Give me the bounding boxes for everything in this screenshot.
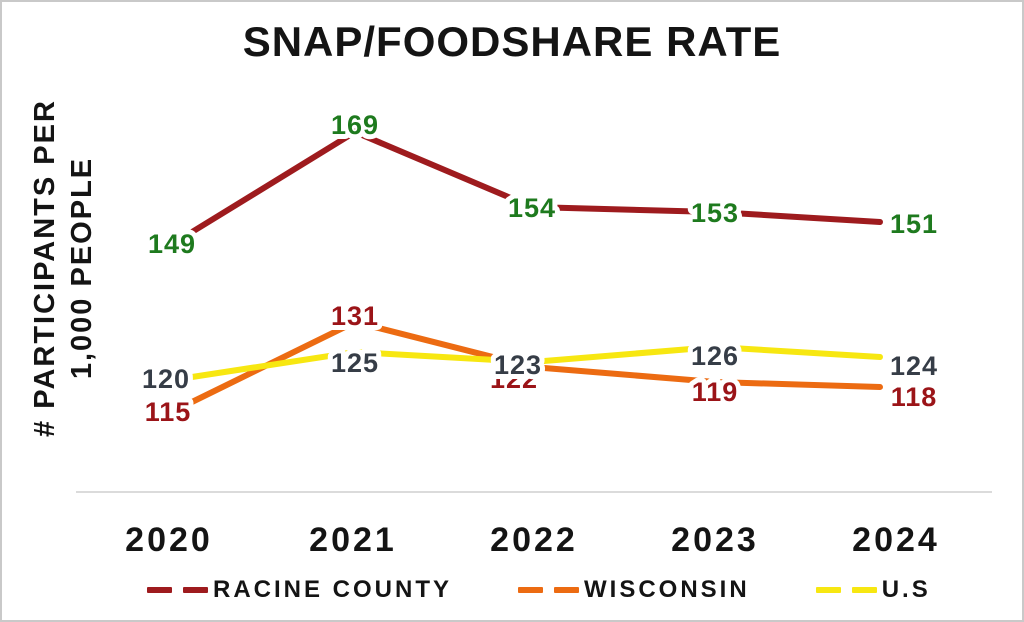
data-label-wisconsin-2023: 119 xyxy=(692,377,739,407)
data-label-racine-county-2020: 149 xyxy=(148,229,196,259)
data-label-wisconsin-2024: 118 xyxy=(891,382,938,412)
data-label-u-s-2023: 126 xyxy=(691,341,739,371)
line-u-s xyxy=(189,343,883,380)
legend-label-wisconsin: WISCONSIN xyxy=(584,576,750,603)
legend-label-us: U.S xyxy=(881,576,931,603)
data-label-u-s-2021: 125 xyxy=(331,348,379,378)
data-label-wisconsin-2021: 131 xyxy=(331,301,379,331)
data-label-racine-county-2022: 154 xyxy=(508,193,556,223)
legend-item-wisconsin: WISCONSIN xyxy=(518,576,750,604)
data-label-racine-county-2023: 153 xyxy=(691,198,739,228)
x-tick-label-2021: 2021 xyxy=(309,521,397,559)
data-label-u-s-2020: 120 xyxy=(142,364,190,394)
chart-title: SNAP/FOODSHARE RATE xyxy=(242,18,782,65)
legend-dash-icon xyxy=(815,587,841,593)
data-label-u-s-2024: 124 xyxy=(890,351,938,381)
data-label-racine-county-2024: 151 xyxy=(890,209,938,239)
legend-dash-icon xyxy=(147,587,172,593)
x-tick-label-2022: 2022 xyxy=(490,521,578,559)
legend-dash-icon xyxy=(183,587,208,593)
x-axis-line xyxy=(76,491,992,493)
line-wisconsin xyxy=(189,318,883,405)
legend-dash-icon xyxy=(851,587,877,593)
data-label-wisconsin-2020: 115 xyxy=(145,397,192,427)
data-label-racine-county-2021: 169 xyxy=(331,110,379,140)
x-tick-label-2020: 2020 xyxy=(125,521,213,559)
x-tick-label-2023: 2023 xyxy=(671,521,759,559)
line-racine-county xyxy=(189,128,883,235)
legend-label-racine-county: RACINE COUNTY xyxy=(213,576,453,603)
legend-item-racine-county: RACINE COUNTY xyxy=(147,576,452,604)
legend: RACINE COUNTY WISCONSIN U.S xyxy=(147,572,931,608)
legend-dash-icon xyxy=(554,587,580,593)
x-tick-label-2024: 2024 xyxy=(852,521,940,559)
legend-dash-icon xyxy=(518,587,544,593)
data-label-u-s-2022: 123 xyxy=(494,350,542,380)
data-label-wisconsin-2022: 122 xyxy=(490,364,538,394)
legend-item-us: U.S xyxy=(815,576,931,604)
